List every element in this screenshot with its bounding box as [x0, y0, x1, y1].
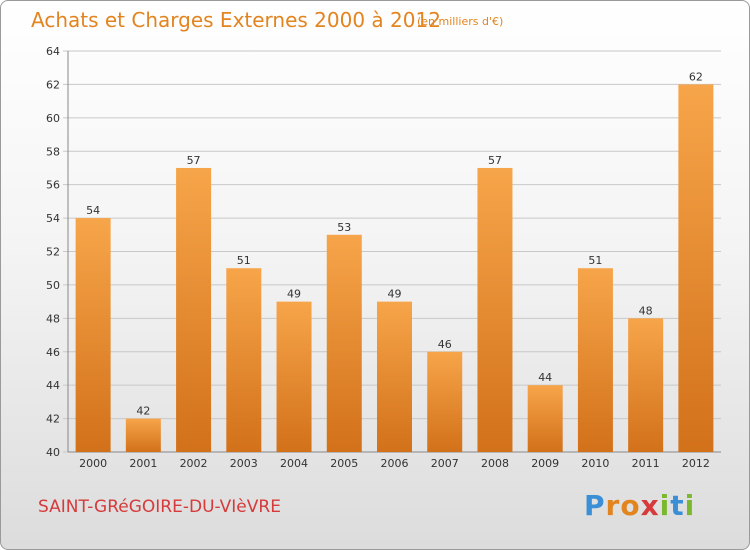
x-tick-label: 2001: [129, 457, 157, 470]
bar: [276, 301, 312, 452]
x-tick-label: 2010: [581, 457, 609, 470]
x-tick-label: 2006: [381, 457, 409, 470]
logo-letter: i: [684, 489, 696, 522]
y-tick-label: 56: [46, 179, 60, 192]
logo-letter: t: [670, 489, 685, 522]
x-tick-label: 2008: [481, 457, 509, 470]
y-tick-label: 44: [46, 379, 60, 392]
data-label: 42: [136, 405, 150, 418]
bar: [628, 318, 664, 452]
x-tick-label: 2005: [330, 457, 358, 470]
chart-subtitle: (en milliers d'€): [417, 15, 504, 28]
x-tick-label: 2012: [682, 457, 710, 470]
bar: [527, 385, 563, 452]
x-tick-label: 2004: [280, 457, 308, 470]
bar: [477, 167, 513, 453]
data-label: 57: [488, 154, 502, 167]
commune-name: SAINT-GRéGOIRE-DU-VIèVRE: [38, 497, 281, 517]
logo-letter: x: [640, 489, 660, 522]
bar: [326, 234, 362, 452]
data-label: 62: [689, 70, 703, 83]
y-tick-label: 58: [46, 145, 60, 158]
x-tick-label: 2002: [180, 457, 208, 470]
data-label: 49: [388, 288, 402, 301]
x-tick-label: 2003: [230, 457, 258, 470]
logo-letter: P: [584, 489, 606, 522]
logo-letter: r: [605, 489, 621, 522]
y-tick-label: 48: [46, 312, 60, 325]
y-tick-label: 46: [46, 346, 60, 359]
chart-title: Achats et Charges Externes 2000 à 2012: [31, 8, 441, 32]
data-label: 44: [538, 371, 552, 384]
y-tick-label: 64: [46, 45, 60, 58]
y-tick-label: 60: [46, 112, 60, 125]
bar: [577, 268, 613, 452]
proxiti-logo: Proxiti: [584, 489, 695, 522]
data-label: 49: [287, 288, 301, 301]
y-tick-label: 62: [46, 78, 60, 91]
x-tick-label: 2000: [79, 457, 107, 470]
bar: [176, 167, 212, 453]
logo-letter: o: [620, 489, 641, 522]
bar: [427, 351, 463, 452]
bar: [226, 268, 262, 452]
data-label: 57: [187, 154, 201, 167]
x-tick-label: 2011: [632, 457, 660, 470]
y-tick-label: 54: [46, 212, 60, 225]
data-label: 53: [337, 221, 351, 234]
y-tick-label: 42: [46, 413, 60, 426]
y-tick-label: 40: [46, 446, 60, 459]
data-label: 48: [639, 304, 653, 317]
data-label: 46: [438, 338, 452, 351]
data-label: 51: [588, 254, 602, 267]
y-tick-label: 52: [46, 246, 60, 259]
bar: [377, 301, 412, 452]
x-tick-label: 2009: [531, 457, 559, 470]
bar: [678, 84, 714, 453]
data-label: 54: [86, 204, 100, 217]
logo-letter: i: [659, 489, 671, 522]
bar: [125, 418, 161, 452]
bar: [75, 218, 111, 452]
y-tick-label: 50: [46, 279, 60, 292]
data-label: 51: [237, 254, 251, 267]
x-tick-label: 2007: [431, 457, 459, 470]
